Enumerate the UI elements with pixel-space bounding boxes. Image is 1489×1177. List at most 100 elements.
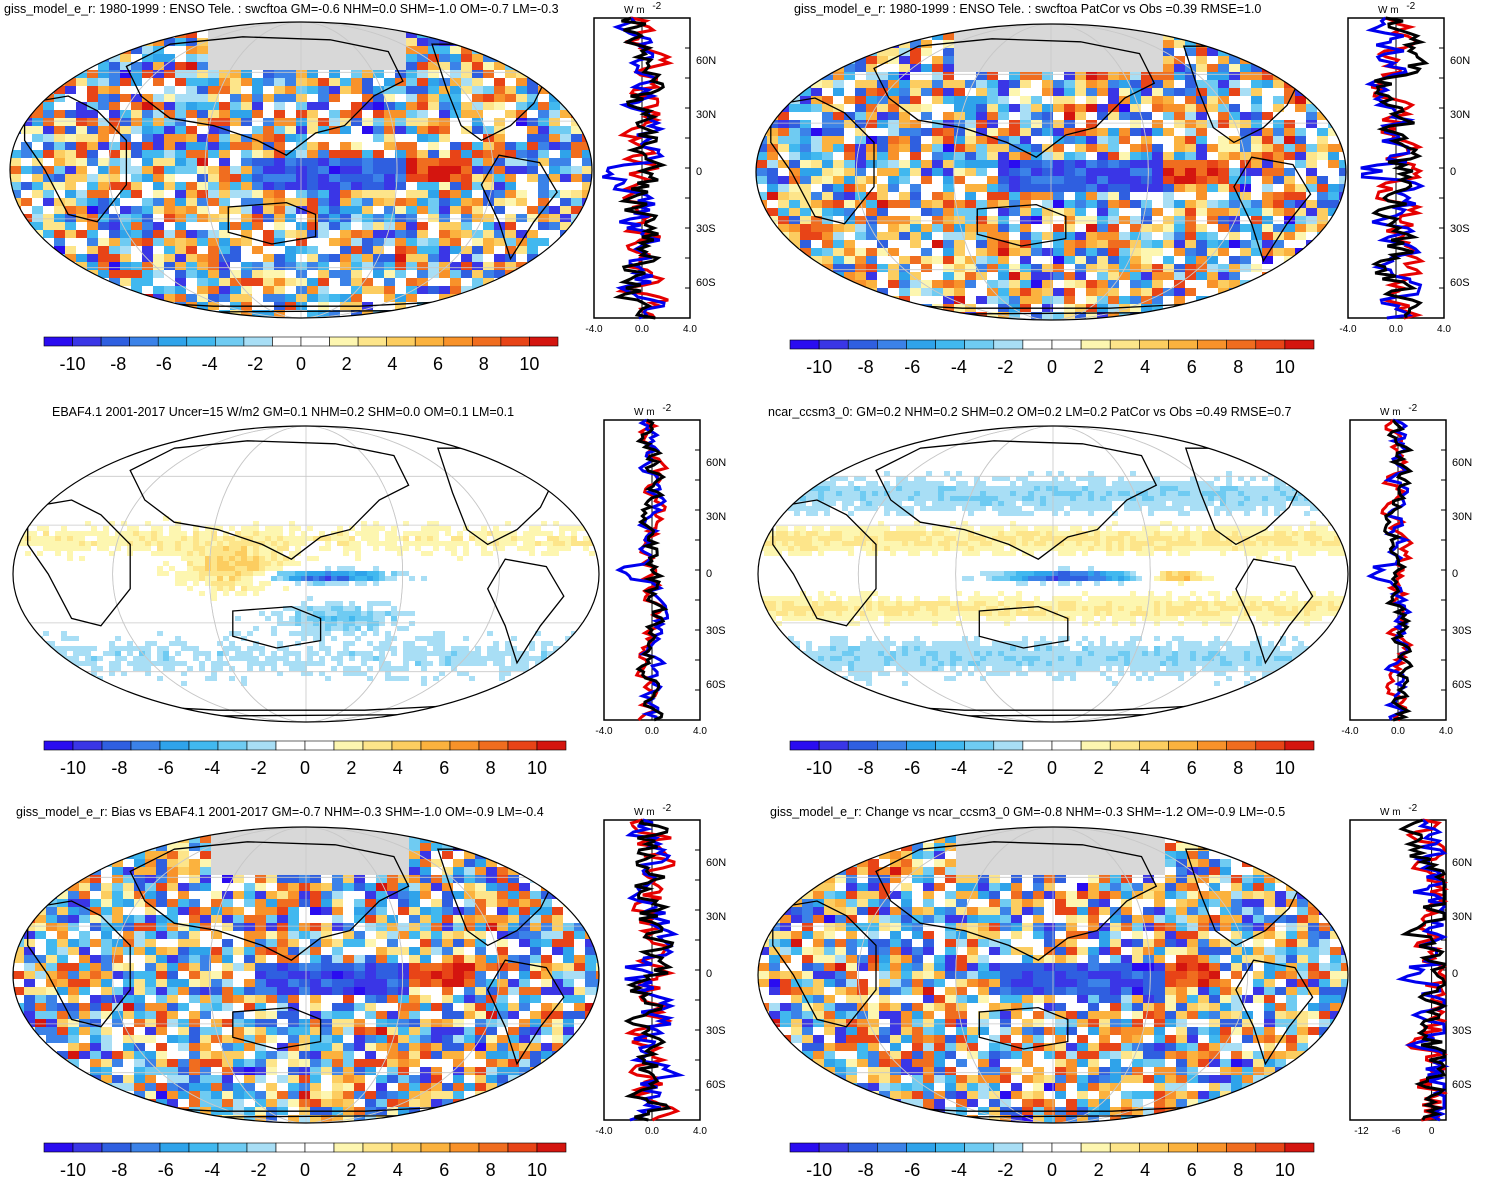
colorbar-swatch	[935, 339, 965, 350]
colorbar-swatch	[414, 336, 445, 347]
colorbar: -10 -8 -6 -4 -2 0 2 4 6 8 10	[43, 336, 559, 374]
colorbar-tick-label: 4	[1140, 357, 1150, 377]
colorbar-swatch	[877, 339, 907, 350]
colorbar-swatch	[1255, 339, 1286, 350]
colorbar-tick-label: 4	[393, 758, 403, 778]
colorbar-tick-label: -2	[251, 1160, 267, 1177]
colorbar-tick-label: 2	[1094, 758, 1104, 778]
lat-tick-label: 30S	[706, 1025, 726, 1037]
colorbar-swatch	[906, 339, 936, 350]
colorbar-swatch	[130, 740, 161, 751]
colorbar-tick-label: 0	[300, 1160, 310, 1177]
colorbar-swatch	[43, 1142, 74, 1153]
colorbar-swatch	[304, 740, 335, 751]
lat-tick-label: 0	[706, 568, 712, 580]
lat-tick-label: 30N	[696, 109, 716, 121]
colorbar-swatch	[159, 1142, 190, 1153]
map-gridlines	[758, 827, 1348, 1123]
colorbar-tick-label: -6	[156, 354, 172, 374]
lat-tick-label: 60N	[706, 457, 726, 469]
colorbar-tick-label: 4	[387, 354, 397, 374]
colorbar-swatch	[1080, 1142, 1111, 1153]
colorbar-tick-label: 10	[1275, 1160, 1295, 1177]
colorbar-swatch	[935, 1142, 965, 1153]
lat-tick-label: 60S	[1452, 1079, 1472, 1091]
colorbar-swatch	[243, 336, 273, 347]
lat-tick-label: 30N	[1452, 911, 1472, 923]
units-exponent: -2	[1408, 803, 1417, 814]
colorbar-tick-label: 2	[342, 354, 352, 374]
colorbar-swatch	[272, 336, 302, 347]
colorbar-swatch	[101, 1142, 132, 1153]
colorbar-swatch	[333, 740, 364, 751]
profile-x-tick-label: 0	[1429, 1126, 1435, 1137]
colorbar-swatch	[275, 740, 306, 751]
colorbar-swatch	[43, 740, 74, 751]
colorbar-swatch	[186, 336, 216, 347]
colorbar-tick-label: -10	[60, 1160, 86, 1177]
zonal-profile: 60N 30N 0 30S 60S -4.0 0.0 4.0 W m -2	[1341, 403, 1472, 737]
colorbar-swatch	[536, 1142, 567, 1153]
colorbar-tick-label: -4	[204, 758, 220, 778]
colorbar-tick-label: -8	[858, 758, 874, 778]
map-outline	[12, 425, 600, 723]
panel-title: giss_model_e_r: 1980-1999 : ENSO Tele. :…	[794, 2, 1261, 16]
profile-x-tick-label: 0.0	[1389, 324, 1403, 335]
panel-title: giss_model_e_r: 1980-1999 : ENSO Tele. :…	[4, 2, 559, 16]
colorbar-swatch	[188, 1142, 219, 1153]
colorbar-swatch	[100, 336, 130, 347]
colorbar-tick-label: 10	[1275, 357, 1295, 377]
profile-x-tick-label: -4.0	[1339, 324, 1357, 335]
colorbar-swatch	[1255, 1142, 1286, 1153]
colorbar-swatch	[789, 1142, 820, 1153]
colorbar-swatch	[906, 740, 936, 751]
colorbar-tick-label: -8	[111, 758, 127, 778]
colorbar-tick-label: 6	[1187, 357, 1197, 377]
lat-tick-label: 30N	[706, 511, 726, 523]
lat-tick-label: 30S	[1452, 1025, 1472, 1037]
lat-tick-label: 30S	[1452, 625, 1472, 637]
map-outline	[757, 425, 1349, 723]
colorbar-swatch	[217, 740, 248, 751]
colorbar-swatch	[964, 740, 995, 751]
colorbar-tick-label: 10	[1275, 758, 1295, 778]
units-exponent: -2	[662, 403, 671, 414]
units-label: W m	[1378, 5, 1399, 16]
colorbar-swatch	[159, 740, 190, 751]
colorbar-tick-label: 8	[1233, 357, 1243, 377]
colorbar-swatch	[1284, 339, 1315, 350]
colorbar-tick-label: 2	[1094, 1160, 1104, 1177]
colorbar-tick-label: 4	[1140, 758, 1150, 778]
colorbar-tick-label: 6	[439, 758, 449, 778]
units-label: W m	[1380, 807, 1401, 818]
colorbar-swatch	[818, 339, 849, 350]
colorbar-tick-label: -2	[997, 758, 1013, 778]
colorbar-tick-label: 6	[1187, 758, 1197, 778]
colorbar-tick-label: -2	[251, 758, 267, 778]
colorbar-swatch	[217, 1142, 248, 1153]
profile-x-tick-label: 0.0	[645, 726, 659, 737]
colorbar-swatch	[420, 1142, 451, 1153]
lat-tick-label: 60N	[1450, 55, 1470, 67]
lat-tick-label: 60S	[1450, 277, 1470, 289]
zonal-profile: 60N 30N 0 30S 60S -4.0 0.0 4.0 W m -2	[585, 1, 716, 335]
lat-tick-label: 0	[1452, 568, 1458, 580]
map-gridlines	[10, 22, 592, 318]
colorbar-swatch	[1226, 339, 1257, 350]
panel-title: EBAF4.1 2001-2017 Uncer=15 W/m2 GM=0.1 N…	[52, 405, 514, 419]
colorbar-swatch	[1255, 740, 1286, 751]
profile-ref-line	[612, 16, 668, 320]
colorbar-tick-label: -8	[858, 357, 874, 377]
lat-tick-label: 30N	[1450, 109, 1470, 121]
colorbar-tick-label: -2	[997, 1160, 1013, 1177]
profile-ref-line	[623, 819, 675, 1122]
profile-x-tick-label: 4.0	[1439, 726, 1453, 737]
colorbar-tick-label: 6	[433, 354, 443, 374]
colorbar-swatch	[964, 339, 995, 350]
panel-p3: EBAF4.1 2001-2017 Uncer=15 W/m2 GM=0.1 N…	[12, 403, 726, 778]
colorbar-swatch	[1139, 1142, 1169, 1153]
panel-title: ncar_ccsm3_0: GM=0.2 NHM=0.2 SHM=0.2 OM=…	[768, 405, 1292, 419]
lat-tick-label: 60S	[706, 679, 726, 691]
colorbar-swatch	[329, 336, 359, 347]
